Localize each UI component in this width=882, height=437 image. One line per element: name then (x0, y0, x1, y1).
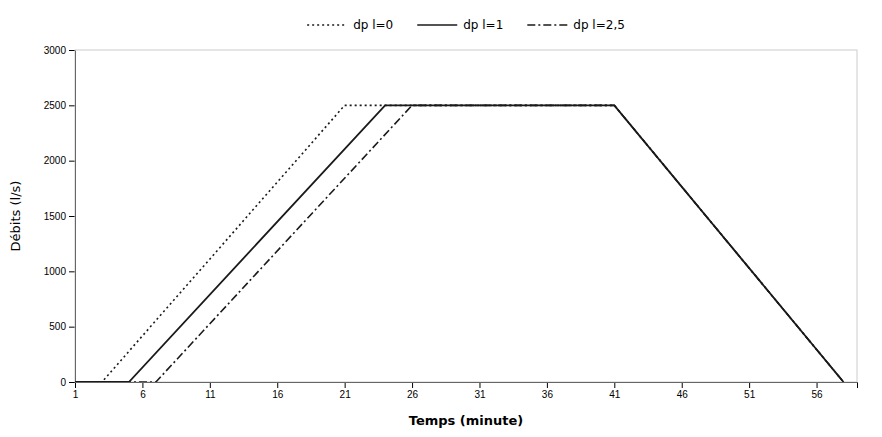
tick-mark (614, 382, 615, 388)
tick-label: 46 (677, 389, 689, 400)
tick-label: 26 (407, 389, 419, 400)
legend-label: dp l=1 (463, 18, 503, 32)
plot: 1611162126313641465156050010001500200025… (44, 45, 858, 400)
tick-mark (817, 382, 818, 388)
x-axis-line (76, 383, 858, 389)
x-axis-title: Temps (minute) (409, 413, 524, 428)
tick: 0 (60, 377, 75, 388)
tick-label: 500 (49, 321, 66, 332)
tick: 16 (272, 382, 284, 400)
lines (75, 105, 844, 382)
tick-label: 3000 (44, 45, 67, 56)
legend: dp l=0 dp l=1 dp l=2,5 (307, 18, 625, 32)
legend-item: dp l=1 (417, 18, 503, 32)
tick-label: 56 (811, 389, 823, 400)
tick: 2500 (44, 100, 75, 111)
legend-item: dp l=0 (307, 18, 393, 32)
plot-frame (75, 50, 857, 382)
tick: 1500 (44, 211, 75, 222)
tick: 1000 (44, 266, 75, 277)
line (75, 105, 844, 382)
tick-label: 36 (542, 389, 554, 400)
legend-swatch (527, 24, 567, 26)
tick: 1 (73, 382, 79, 400)
line (75, 105, 844, 382)
tick: 500 (49, 321, 75, 332)
tick-mark (142, 382, 143, 388)
tick-mark (69, 161, 75, 162)
tick-label: 1500 (44, 211, 67, 222)
tick: 26 (407, 382, 419, 400)
y-axis-title: Débits (l/s) (8, 181, 23, 252)
tick: 56 (811, 382, 823, 400)
tick-label: 1 (73, 389, 79, 400)
tick-label: 41 (609, 389, 621, 400)
tick-mark (345, 382, 346, 388)
tick-mark (69, 216, 75, 217)
legend-label: dp l=2,5 (573, 18, 625, 32)
chart: 1611162126313641465156050010001500200025… (0, 0, 882, 437)
tick: 11 (205, 382, 216, 400)
tick-mark (69, 327, 75, 328)
y-axis: 0 500 1000 1500 2000 2500 3000 (44, 45, 76, 388)
tick-label: 2500 (44, 100, 67, 111)
tick-mark (69, 50, 75, 51)
tick-mark (682, 382, 683, 388)
tick: 41 (609, 382, 621, 400)
tick-label: 21 (340, 389, 352, 400)
tick: 51 (744, 382, 756, 400)
tick-label: 0 (60, 377, 66, 388)
tick: 31 (474, 382, 486, 400)
tick-mark (69, 271, 75, 272)
tick-label: 31 (474, 389, 486, 400)
tick-mark (749, 382, 750, 388)
tick-label: 6 (140, 389, 146, 400)
tick-mark (547, 382, 548, 388)
tick-label: 2000 (44, 155, 67, 166)
x-axis: 1611162126313641465156 (73, 382, 858, 400)
legend-swatch (417, 24, 457, 26)
legend-item: dp l=2,5 (527, 18, 625, 32)
tick-mark (210, 382, 211, 388)
tick-label: 16 (272, 389, 284, 400)
tick-label: 1000 (44, 266, 67, 277)
tick: 2000 (44, 155, 75, 166)
legend-swatch (307, 24, 347, 26)
tick-label: 11 (205, 389, 216, 400)
legend-label: dp l=0 (353, 18, 393, 32)
tick-mark (69, 105, 75, 106)
tick: 6 (140, 382, 146, 400)
tick-label: 51 (744, 389, 756, 400)
tick-mark (479, 382, 480, 388)
tick-mark (69, 382, 75, 383)
tick-mark (277, 382, 278, 388)
tick: 21 (340, 382, 352, 400)
tick: 36 (542, 382, 554, 400)
tick: 46 (677, 382, 689, 400)
line (75, 105, 844, 382)
tick: 3000 (44, 45, 75, 56)
tick-mark (412, 382, 413, 388)
